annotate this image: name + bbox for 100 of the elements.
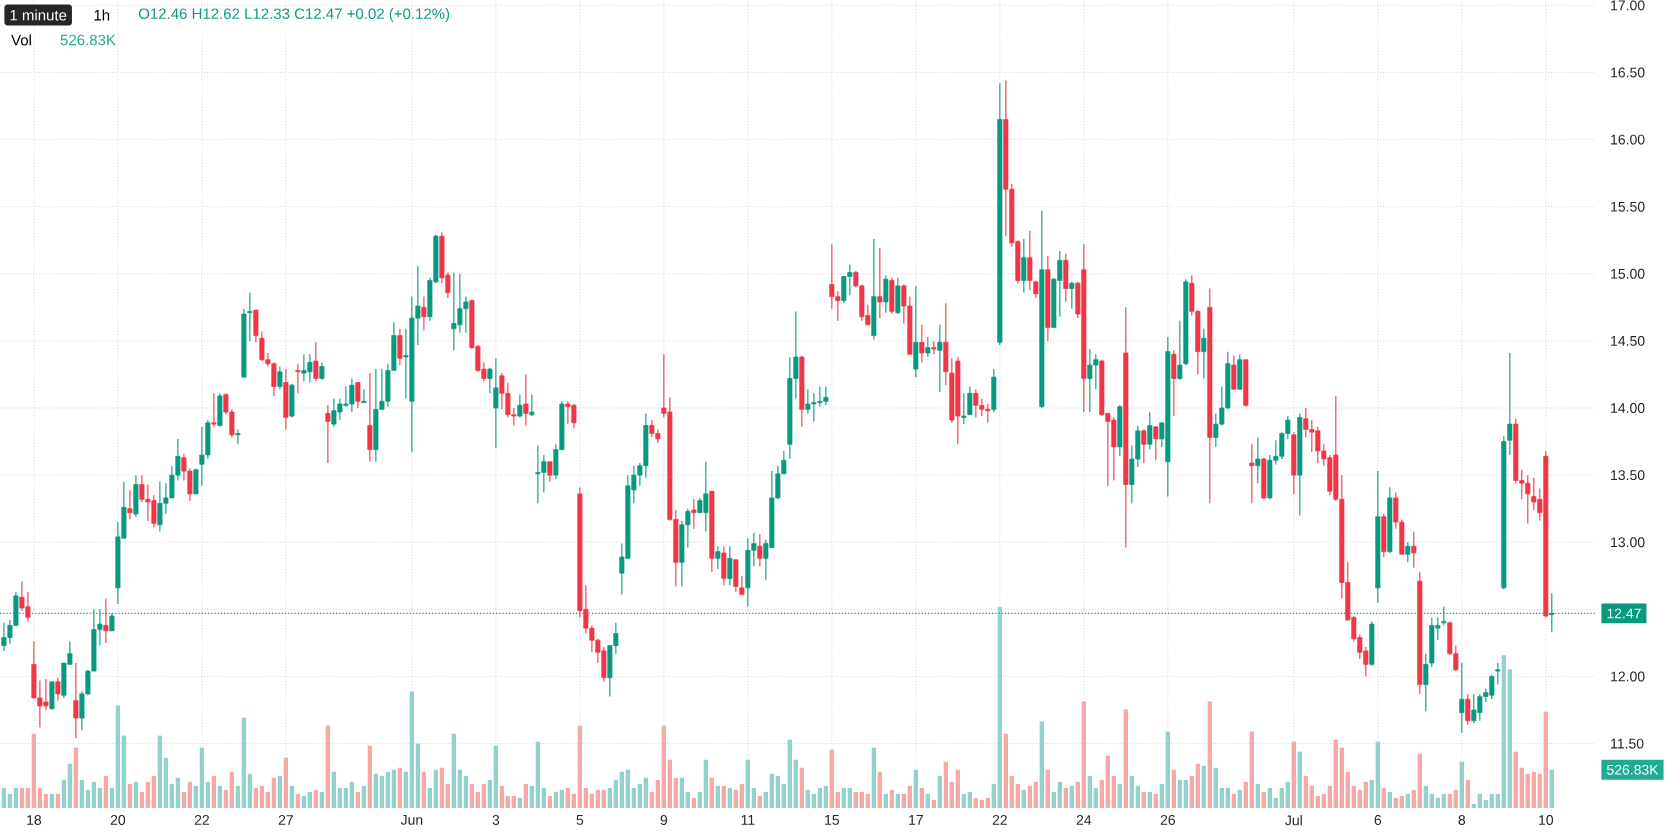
candlestick xyxy=(1027,230,1033,291)
bar xyxy=(1057,781,1062,808)
candlestick xyxy=(529,394,535,417)
candlestick xyxy=(1405,541,1411,563)
bar xyxy=(985,797,990,808)
bar xyxy=(865,793,871,808)
bar xyxy=(925,793,931,808)
bar xyxy=(271,777,277,808)
candlestick xyxy=(727,545,733,586)
bar xyxy=(1189,775,1194,808)
bar xyxy=(1219,787,1224,808)
chart-title: Vol xyxy=(11,34,31,46)
bar xyxy=(451,733,457,808)
bar xyxy=(1411,789,1416,808)
bar xyxy=(133,781,139,808)
candlestick xyxy=(325,404,331,464)
x-tick-label: 10 xyxy=(1539,815,1554,825)
bar xyxy=(505,795,511,808)
bar xyxy=(583,787,589,808)
bar xyxy=(847,787,853,808)
bar xyxy=(1369,779,1374,808)
bar xyxy=(1,787,7,808)
bar xyxy=(79,779,85,808)
candlestick xyxy=(55,677,61,702)
bar xyxy=(805,789,811,808)
bar xyxy=(295,793,301,808)
bar xyxy=(1453,789,1458,808)
bar xyxy=(991,783,996,808)
bar xyxy=(1069,785,1074,808)
bar xyxy=(517,797,523,808)
candlestick xyxy=(247,292,253,342)
bar xyxy=(1159,783,1164,808)
bar xyxy=(949,781,955,808)
bar xyxy=(757,795,763,808)
bar xyxy=(1177,779,1182,808)
bar xyxy=(1495,793,1500,808)
bar xyxy=(1519,767,1524,808)
bar xyxy=(499,785,505,808)
bar xyxy=(7,793,13,808)
bar xyxy=(1213,767,1218,808)
candlestick xyxy=(397,328,403,366)
bar xyxy=(421,771,427,808)
bar xyxy=(1087,775,1092,808)
bar xyxy=(1357,789,1362,808)
x-tick-label: 22 xyxy=(194,815,209,825)
bar xyxy=(733,789,739,808)
bar xyxy=(1273,797,1278,808)
bar xyxy=(247,773,253,808)
candlestick xyxy=(1249,443,1255,504)
bar xyxy=(1477,793,1482,808)
bar xyxy=(799,767,805,808)
bar xyxy=(1153,793,1158,808)
y-tick-label: 11.50 xyxy=(1611,738,1644,749)
bar xyxy=(877,771,883,808)
y-tick-label: 14.00 xyxy=(1611,403,1645,413)
bar xyxy=(1237,789,1242,808)
bar xyxy=(1285,781,1290,808)
bar xyxy=(325,725,331,808)
bar xyxy=(1333,739,1338,808)
bar xyxy=(1111,775,1116,808)
bar xyxy=(469,783,475,808)
bar xyxy=(1483,799,1488,808)
bar xyxy=(1255,783,1260,808)
bar xyxy=(61,779,67,808)
bar xyxy=(1195,763,1200,808)
x-tick-label: 27 xyxy=(278,815,293,825)
bar xyxy=(355,791,361,808)
x-tick-label: 17 xyxy=(909,815,923,825)
bar xyxy=(703,759,709,808)
bar xyxy=(13,787,19,808)
bar xyxy=(1339,747,1344,808)
candlestick xyxy=(937,324,943,393)
bar xyxy=(319,791,325,808)
candlestick xyxy=(313,341,319,382)
x-tick-label: Jul xyxy=(1285,815,1302,826)
bar xyxy=(433,769,439,808)
bar xyxy=(55,793,61,808)
bar xyxy=(697,791,703,808)
bar xyxy=(1201,765,1206,808)
bar xyxy=(889,789,895,808)
bar xyxy=(1249,731,1254,808)
bar xyxy=(823,785,829,808)
candlestick xyxy=(961,392,967,425)
bar xyxy=(1309,785,1314,808)
bar xyxy=(1465,779,1470,808)
bar xyxy=(523,783,529,808)
bar xyxy=(1105,755,1110,808)
bar xyxy=(919,787,925,808)
bar xyxy=(259,785,265,808)
bar xyxy=(685,791,691,808)
bar xyxy=(487,779,493,808)
bar xyxy=(1513,751,1518,808)
bar xyxy=(907,785,913,808)
bar xyxy=(763,791,769,808)
bar xyxy=(49,793,55,808)
bar xyxy=(289,785,295,808)
bar xyxy=(43,793,49,808)
bar xyxy=(871,747,877,808)
bar xyxy=(811,793,817,808)
bar xyxy=(1009,775,1015,808)
